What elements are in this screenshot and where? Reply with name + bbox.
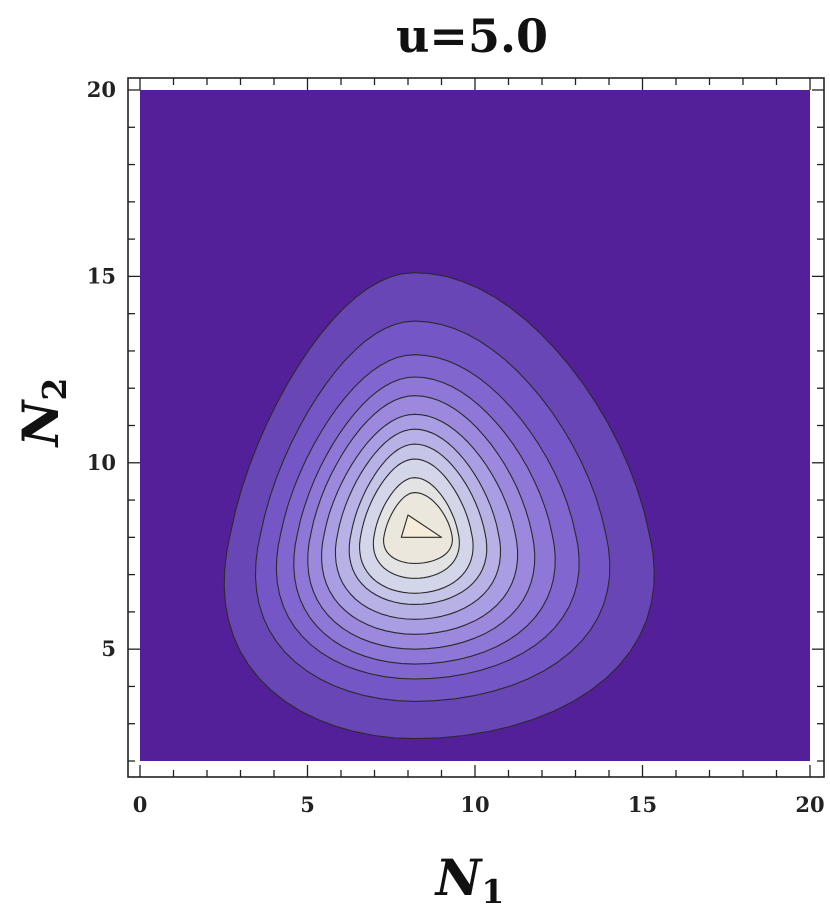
y-axis-label: N2 — [11, 378, 74, 449]
x-tick-label: 20 — [795, 792, 824, 817]
tick-labels: 0 5 10 15 20 5 10 15 20 — [87, 77, 825, 817]
y-tick-label: 5 — [101, 636, 116, 661]
y-tick-label: 15 — [87, 263, 116, 288]
contour-layer — [223, 272, 655, 740]
axis-ticks — [128, 78, 824, 777]
y-tick-label: 10 — [87, 450, 116, 475]
plot-frame — [127, 77, 825, 778]
chart-title: u=5.0 — [396, 9, 548, 63]
x-axis-label-base: N — [434, 848, 484, 907]
x-tick-label: 5 — [300, 792, 315, 817]
x-axis-label-subscript: 1 — [481, 872, 504, 911]
x-tick-label: 15 — [628, 792, 657, 817]
x-tick-label: 10 — [460, 792, 489, 817]
x-tick-label: 0 — [133, 792, 148, 817]
y-axis-label-subscript: 2 — [35, 378, 74, 401]
y-tick-label: 20 — [87, 77, 116, 102]
y-axis-label-base: N — [11, 398, 70, 448]
contour-peak — [400, 514, 443, 538]
x-axis-label: N1 — [434, 848, 505, 911]
